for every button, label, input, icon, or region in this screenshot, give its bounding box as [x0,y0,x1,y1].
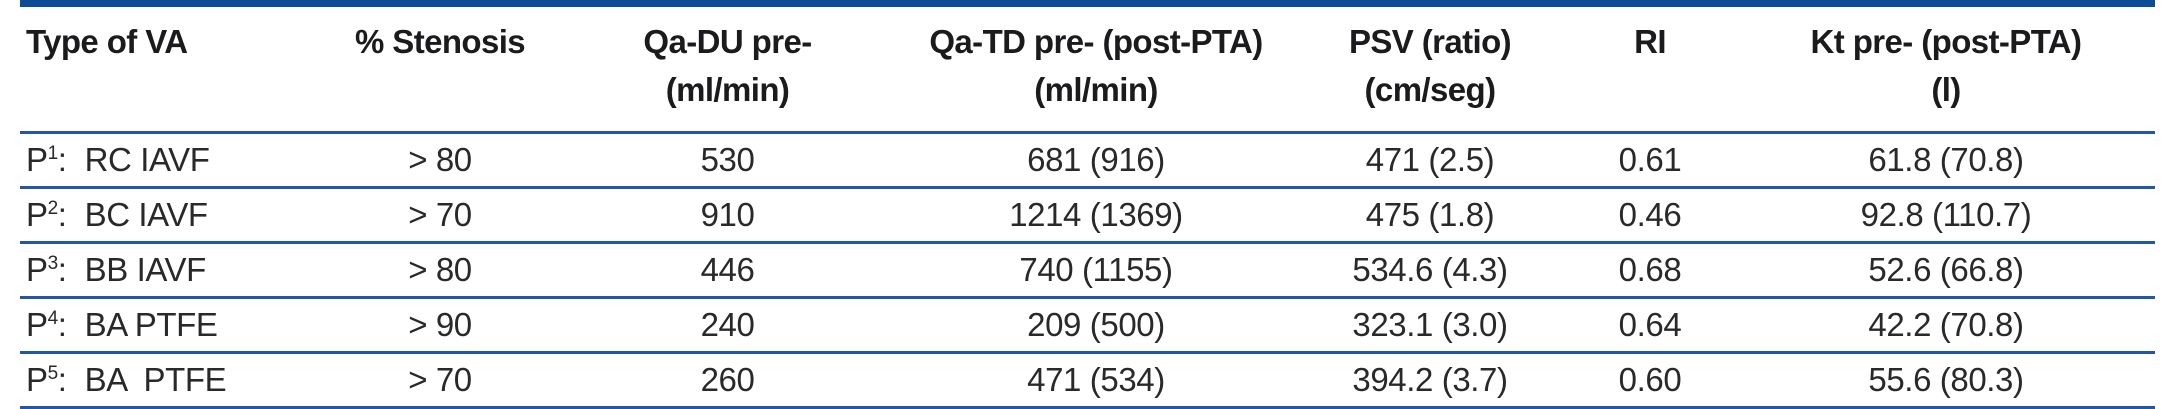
patient-superscript: 3 [47,253,59,274]
cell-kt: 42.2 (70.8) [1737,297,2155,354]
col-header-unit: (l) [1931,71,1961,108]
cell-stenosis: > 90 [320,297,560,354]
cell-psv: 394.2 (3.7) [1297,352,1563,409]
cell-qa-td: 471 (534) [895,352,1297,409]
cell-psv: 323.1 (3.0) [1297,297,1563,354]
patient-colon: : [57,196,67,233]
patient-id: P [26,141,48,178]
patient-colon: : [57,306,67,343]
col-header-label: Type of VA [26,23,188,60]
cell-kt: 55.6 (80.3) [1737,352,2155,409]
cell-qa-du: 530 [560,132,895,189]
patient-id: P [26,251,48,288]
patient-superscript: 1 [47,143,59,164]
va-results-table-container: Type of VA % Stenosis Qa-DU pre- (ml/min… [20,0,2155,409]
va-type: RC IAVF [84,141,210,178]
table-header: Type of VA % Stenosis Qa-DU pre- (ml/min… [20,3,2155,134]
cell-psv: 471 (2.5) [1297,132,1563,189]
cell-ri: 0.61 [1563,132,1737,189]
cell-ri: 0.64 [1563,297,1737,354]
col-header-label: PSV (ratio) [1348,23,1512,60]
patient-colon: : [57,141,67,178]
cell-patient-va: P1: RC IAVF [20,132,320,189]
cell-stenosis: > 70 [320,187,560,244]
patient-superscript: 5 [47,363,59,384]
cell-qa-du: 910 [560,187,895,244]
col-header-unit: (ml/min) [1034,71,1158,108]
cell-ri: 0.68 [1563,242,1737,299]
patient-colon: : [57,251,67,288]
cell-qa-td: 740 (1155) [895,242,1297,299]
col-header-ri: RI [1563,3,1737,134]
va-type: BB IAVF [84,251,207,288]
cell-qa-du: 446 [560,242,895,299]
table-row: P5: BA PTFE > 70 260 471 (534) 394.2 (3.7… [20,352,2155,409]
col-header-label: RI [1634,23,1666,60]
patient-id: P [26,361,48,398]
cell-kt: 52.6 (66.8) [1737,242,2155,299]
cell-patient-va: P4: BA PTFE [20,297,320,354]
patient-superscript: 2 [47,198,59,219]
header-row: Type of VA % Stenosis Qa-DU pre- (ml/min… [20,3,2155,134]
table-row: P1: RC IAVF > 80 530 681 (916) 471 (2.5) … [20,132,2155,189]
cell-stenosis: > 80 [320,132,560,189]
cell-stenosis: > 80 [320,242,560,299]
cell-ri: 0.46 [1563,187,1737,244]
table-row: P2: BC IAVF > 70 910 1214 (1369) 475 (1.8… [20,187,2155,244]
col-header-stenosis: % Stenosis [320,3,560,134]
col-header-psv: PSV (ratio) (cm/seg) [1297,3,1563,134]
cell-psv: 534.6 (4.3) [1297,242,1563,299]
col-header-unit: (cm/seg) [1364,71,1497,108]
table-row: P3: BB IAVF > 80 446 740 (1155) 534.6 (4.… [20,242,2155,299]
va-results-table: Type of VA % Stenosis Qa-DU pre- (ml/min… [20,0,2155,409]
col-header-label: Qa-TD pre- (post-PTA) [929,23,1263,60]
cell-patient-va: P2: BC IAVF [20,187,320,244]
col-header-kt: Kt pre- (post-PTA) (l) [1737,3,2155,134]
va-type: BC IAVF [84,196,209,233]
col-header-label: Qa-DU pre- [643,23,812,60]
table-row: P4: BA PTFE > 90 240 209 (500) 323.1 (3.0… [20,297,2155,354]
patient-id: P [26,306,48,343]
col-header-label: Kt pre- (post-PTA) [1810,23,2082,60]
patient-id: P [26,196,48,233]
cell-qa-td: 209 (500) [895,297,1297,354]
col-header-qa-du: Qa-DU pre- (ml/min) [560,3,895,134]
cell-qa-td: 681 (916) [895,132,1297,189]
cell-stenosis: > 70 [320,352,560,409]
cell-kt: 61.8 (70.8) [1737,132,2155,189]
col-header-label: % Stenosis [354,23,526,60]
cell-patient-va: P5: BA PTFE [20,352,320,409]
cell-ri: 0.60 [1563,352,1737,409]
va-type: BA PTFE [84,361,227,398]
patient-superscript: 4 [47,308,59,329]
cell-kt: 92.8 (110.7) [1737,187,2155,244]
cell-qa-td: 1214 (1369) [895,187,1297,244]
col-header-unit: (ml/min) [665,71,790,108]
cell-qa-du: 240 [560,297,895,354]
patient-colon: : [57,361,67,398]
col-header-qa-td: Qa-TD pre- (post-PTA) (ml/min) [895,3,1297,134]
col-header-type-of-va: Type of VA [20,3,320,134]
table-body: P1: RC IAVF > 80 530 681 (916) 471 (2.5) … [20,132,2155,409]
cell-qa-du: 260 [560,352,895,409]
cell-patient-va: P3: BB IAVF [20,242,320,299]
cell-psv: 475 (1.8) [1297,187,1563,244]
va-type: BA PTFE [84,306,218,343]
